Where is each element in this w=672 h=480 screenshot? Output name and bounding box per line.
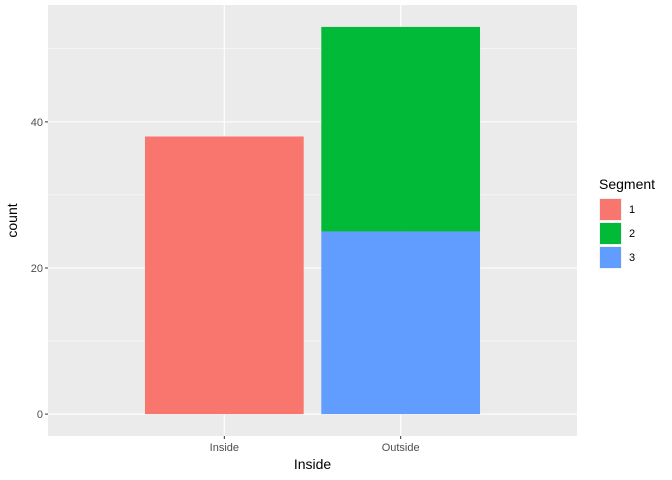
- bar-inside-segment-1: [144, 136, 304, 415]
- y-tick-label: 40: [31, 117, 43, 129]
- y-axis: 0 20 40: [31, 117, 48, 421]
- y-tick-label: 20: [31, 263, 43, 275]
- legend-swatch-2: [600, 223, 621, 244]
- legend-swatch-1: [600, 199, 621, 220]
- plot-panel: [48, 5, 577, 436]
- bar-outside-segment-2: [321, 26, 481, 232]
- legend-swatch-3: [600, 247, 621, 268]
- x-tick-label: Outside: [382, 442, 420, 454]
- x-tick-label: Inside: [210, 442, 239, 454]
- legend: Segment 1 2 3: [599, 176, 655, 269]
- legend-label-1: 1: [629, 204, 635, 216]
- legend-title: Segment: [599, 176, 655, 192]
- bar-outside-segment-3: [321, 231, 481, 415]
- y-axis-title: count: [4, 203, 20, 237]
- y-tick-label: 0: [37, 409, 43, 421]
- legend-label-3: 3: [629, 252, 635, 264]
- x-axis-title: Inside: [294, 456, 332, 472]
- legend-label-2: 2: [629, 228, 635, 240]
- bars: [144, 26, 481, 415]
- x-axis: Inside Outside: [210, 436, 420, 454]
